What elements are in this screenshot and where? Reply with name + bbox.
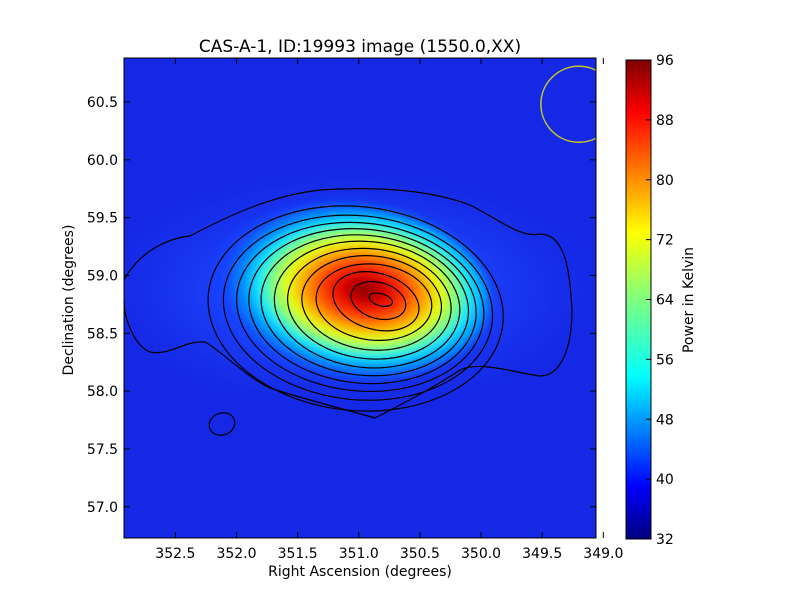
- contour-level: [236, 221, 485, 393]
- y-axis-ticks: 57.0 57.5 58.0 58.5 59.0 59.5 60.0 60.5: [87, 95, 596, 516]
- contour-lines: [124, 187, 573, 436]
- colorbar-tick-label: 96: [656, 53, 674, 69]
- x-tick-label: 352.0: [216, 546, 256, 562]
- y-axis-label: Declination (degrees): [61, 225, 77, 376]
- colorbar-tick-label: 40: [656, 472, 674, 488]
- colorbar-tick-label: 48: [656, 412, 674, 428]
- chart-title: CAS-A-1, ID:19993 image (1550.0,XX): [199, 37, 521, 57]
- contour-level: [260, 234, 470, 377]
- x-axis-ticks: 352.5 352.0 351.5 351.0 350.5 350.0 349.5 349.0: [155, 58, 623, 562]
- x-tick-label: 351.0: [339, 546, 379, 562]
- colorbar-tick-label: 56: [656, 352, 674, 368]
- colorbar-tick-label: 72: [656, 233, 674, 249]
- y-tick-label: 58.0: [87, 384, 118, 400]
- contour-level: [248, 228, 477, 385]
- colorbar-tick-label: 88: [656, 113, 674, 129]
- x-tick-label: 350.0: [461, 546, 501, 562]
- x-tick-label: 349.0: [583, 546, 623, 562]
- x-tick-label: 352.5: [155, 546, 195, 562]
- colorbar-tick-label: 80: [656, 173, 674, 189]
- contour-level: [287, 247, 452, 360]
- contour-level: [368, 292, 394, 307]
- contour-level: [222, 214, 494, 401]
- y-tick-label: 58.5: [87, 326, 118, 342]
- contour-outer: [124, 187, 573, 419]
- x-tick-label: 351.5: [278, 546, 318, 562]
- y-tick-label: 60.0: [87, 153, 118, 169]
- y-tick-label: 57.0: [87, 500, 118, 516]
- colorbar-tick-label: 64: [656, 293, 674, 309]
- colorbar-tick-label: 32: [656, 532, 674, 548]
- contour-level: [301, 255, 443, 351]
- contour-level: [350, 280, 407, 321]
- y-tick-label: 57.5: [87, 442, 118, 458]
- contour-isolated: [208, 412, 236, 436]
- colorbar: 32 40 48 56 64 72 80 88 96 Power in Kelvin: [625, 53, 697, 548]
- x-axis-label: Right Ascension (degrees): [268, 564, 452, 580]
- y-tick-label: 59.0: [87, 268, 118, 284]
- plot-area: 352.5 352.0 351.5 351.0 350.5 350.0 349.5 349.0…: [87, 57, 623, 562]
- plot-frame: [123, 57, 597, 539]
- contour-level: [315, 263, 433, 341]
- y-tick-label: 60.5: [87, 95, 118, 111]
- colorbar-label: Power in Kelvin: [681, 247, 697, 353]
- colorbar-ticks: 32 40 48 56 64 72 80 88 96: [646, 53, 674, 548]
- y-tick-label: 59.5: [87, 211, 118, 227]
- contour-level: [332, 271, 420, 332]
- x-tick-label: 350.5: [400, 546, 440, 562]
- beam-ellipse: [540, 65, 596, 144]
- x-tick-label: 349.5: [522, 546, 562, 562]
- contour-level: [273, 240, 461, 369]
